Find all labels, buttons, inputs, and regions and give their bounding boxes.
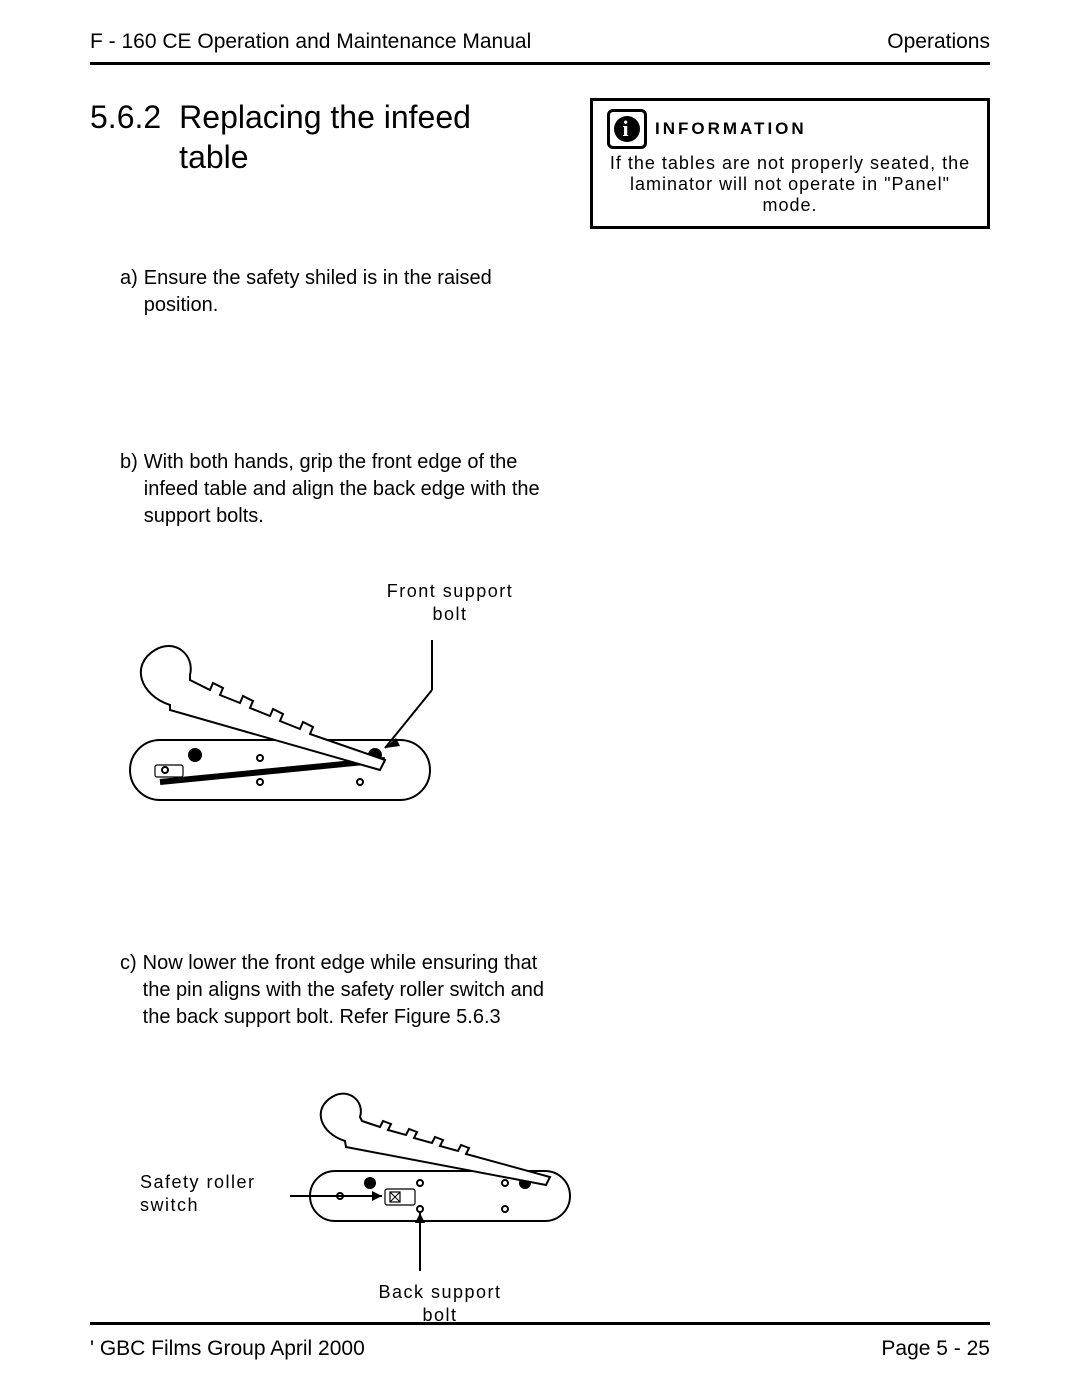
figure-2-diagram — [290, 1071, 610, 1301]
header-left: F - 160 CE Operation and Maintenance Man… — [90, 30, 531, 54]
footer-rule — [90, 1322, 990, 1325]
step-c-label: c) — [120, 950, 137, 1031]
figure-2-label-safety: Safety roller switch — [140, 1171, 280, 1218]
header-right: Operations — [887, 30, 990, 54]
information-callout: i INFORMATION If the tables are not prop… — [590, 98, 990, 229]
step-b-label: b) — [120, 449, 138, 530]
section-heading: 5.6.2 Replacing the infeed table — [90, 97, 520, 177]
figure-2: Safety roller switch Back support bolt — [120, 1071, 560, 1331]
step-a-label: a) — [120, 265, 138, 319]
information-label: INFORMATION — [655, 119, 807, 139]
figure-1-diagram — [100, 610, 480, 830]
page-header: F - 160 CE Operation and Maintenance Man… — [90, 30, 990, 65]
figure-1: Front support bolt — [120, 590, 560, 830]
footer-left: ' GBC Films Group April 2000 — [90, 1337, 365, 1361]
page-footer: ' GBC Films Group April 2000 Page 5 - 25 — [90, 1337, 990, 1361]
step-b: b) With both hands, grip the front edge … — [120, 449, 560, 530]
section-number: 5.6.2 — [90, 97, 161, 177]
step-c-text: Now lower the front edge while ensuring … — [143, 950, 560, 1031]
step-a-text: Ensure the safety shiled is in the raise… — [144, 265, 560, 319]
step-a: a) Ensure the safety shiled is in the ra… — [120, 265, 560, 319]
information-text: If the tables are not properly seated, t… — [607, 153, 973, 216]
footer-right: Page 5 - 25 — [881, 1337, 990, 1361]
step-c: c) Now lower the front edge while ensuri… — [120, 950, 560, 1031]
step-b-text: With both hands, grip the front edge of … — [144, 449, 560, 530]
section-title: Replacing the infeed table — [179, 97, 520, 177]
information-icon: i — [607, 109, 647, 149]
